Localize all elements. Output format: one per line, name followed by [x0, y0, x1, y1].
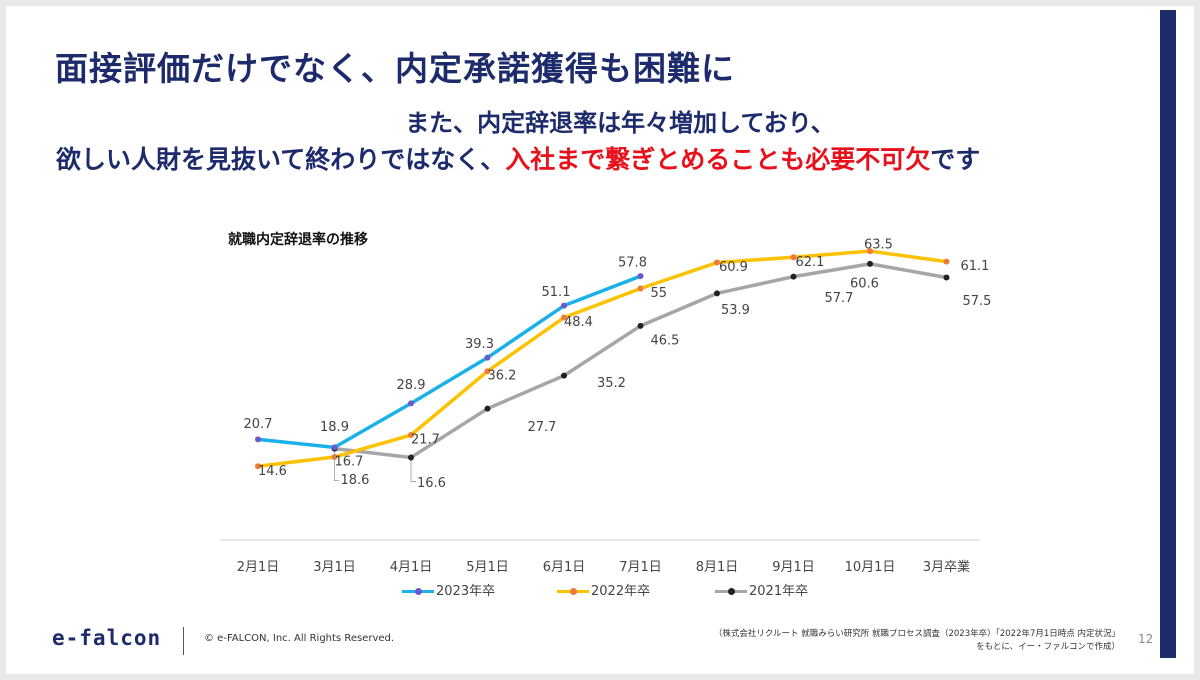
legend-marker-2021	[728, 588, 735, 595]
subtitle-highlight: 入社まで繋ぎとめることも必要不可欠	[505, 145, 931, 174]
legend-label-2023: 2023年卒	[436, 584, 496, 599]
data-label-2022: 60.9	[719, 260, 748, 275]
data-label-2021: 18.6	[341, 473, 370, 488]
data-label-2023: 18.9	[320, 420, 349, 435]
data-label-2022: 48.4	[564, 315, 593, 330]
subtitle-suffix: です	[930, 145, 981, 174]
page-title: 面接評価だけでなく、内定承諾獲得も困難に	[55, 49, 735, 88]
data-point-2021	[714, 290, 720, 297]
legend-line-2021	[715, 588, 747, 595]
x-tick-label: 7月1日	[619, 560, 662, 575]
data-point-2023	[637, 273, 644, 280]
leader-line	[410, 460, 416, 482]
data-label-2022: 36.2	[488, 369, 517, 384]
data-point-2021	[637, 322, 644, 329]
data-label-2022: 55	[651, 286, 668, 301]
data-point-2022	[484, 368, 491, 375]
data-label-2022: 14.6	[258, 464, 287, 479]
data-point-2021	[408, 454, 414, 461]
data-point-2021	[867, 260, 873, 267]
data-label-2022: 63.5	[864, 238, 893, 253]
legend-item-2022: 2022年卒	[557, 580, 650, 599]
legend-marker-2022	[570, 588, 577, 595]
subtitle-line-2: 欲しい人財を見抜いて終わりではなく、入社まで繋ぎとめることも必要不可欠です	[56, 140, 980, 176]
data-point-2023	[331, 444, 338, 451]
x-tick-label: 4月1日	[390, 560, 433, 575]
data-label-2023: 39.3	[465, 337, 494, 352]
data-point-2023	[561, 302, 567, 309]
series-line-2023	[257, 274, 642, 450]
data-label-2022: 21.7	[411, 433, 440, 448]
x-tick-label: 5月1日	[466, 560, 509, 575]
data-point-2022	[408, 432, 414, 439]
data-label-2022: 62.1	[796, 255, 825, 270]
x-tick-label: 3月卒業	[923, 559, 970, 575]
data-label-2021: 16.6	[417, 476, 446, 491]
data-label-2021: 60.6	[850, 276, 879, 291]
data-point-2021	[561, 372, 567, 379]
data-point-2022	[637, 285, 644, 292]
data-point-2023	[408, 400, 414, 407]
data-point-2022	[255, 463, 261, 470]
subtitle-line-1: また、内定辞退率は年々増加しており、	[405, 109, 835, 137]
data-label-2021: 57.5	[963, 294, 992, 309]
data-point-2021	[484, 405, 491, 412]
data-label-2023: 28.9	[397, 378, 426, 393]
data-label-2021: 46.5	[651, 333, 680, 348]
source-note: （株式会社リクルート 就職みらい研究所 就職プロセス調査（2023年卒）「202…	[714, 628, 1120, 654]
page-number: 12	[1138, 632, 1154, 646]
data-point-2021	[943, 274, 950, 281]
source-line-1: （株式会社リクルート 就職みらい研究所 就職プロセス調査（2023年卒）「202…	[713, 629, 1120, 639]
data-point-2022	[790, 254, 797, 261]
data-label-2022: 61.1	[961, 259, 990, 274]
x-tick-label: 10月1日	[845, 560, 896, 575]
leader-line	[334, 451, 340, 482]
legend-label-2021: 2021年卒	[749, 584, 809, 599]
data-point-2021	[790, 273, 797, 280]
legend-marker-2023	[415, 588, 422, 595]
series-line-2022	[257, 249, 947, 468]
data-point-2022	[714, 259, 720, 266]
data-label-2023: 57.8	[618, 256, 647, 271]
x-tick-label: 3月1日	[313, 560, 356, 575]
data-point-2022	[867, 248, 873, 255]
data-point-2023	[484, 354, 491, 361]
legend-label-2022: 2022年卒	[591, 584, 651, 599]
data-point-2023	[255, 436, 261, 443]
data-point-2022	[943, 258, 950, 265]
legend-line-2022	[557, 588, 589, 595]
data-point-2022	[561, 314, 567, 321]
copyright-text: © e-FALCON, Inc. All Rights Reserved.	[204, 633, 395, 644]
chart-title: 就職内定辞退率の推移	[228, 232, 368, 248]
data-label-2021: 53.9	[721, 303, 750, 318]
company-logo: e-falcon	[52, 626, 162, 650]
chart-legend: 2023年卒 2022年卒 2021年卒	[0, 580, 1200, 600]
data-label-2023: 51.1	[542, 285, 571, 300]
data-label-2023: 20.7	[244, 417, 273, 432]
legend-item-2023: 2023年卒	[402, 580, 495, 599]
subtitle-prefix: 欲しい人財を見抜いて終わりではなく、	[56, 145, 506, 174]
accent-bar	[1160, 10, 1176, 658]
data-label-2022: 16.7	[335, 455, 364, 470]
x-tick-label: 2月1日	[237, 560, 280, 575]
legend-line-2023	[402, 588, 434, 595]
slide	[6, 6, 1194, 674]
legend-item-2021: 2021年卒	[715, 580, 808, 599]
footer-divider	[183, 627, 184, 655]
source-line-2: をもとに、イー・ファルコンで作成）	[976, 642, 1120, 652]
x-tick-label: 9月1日	[772, 560, 815, 575]
x-tick-label: 6月1日	[543, 560, 586, 575]
data-label-2021: 27.7	[528, 420, 557, 435]
data-label-2021: 57.7	[825, 291, 854, 306]
data-label-2021: 35.2	[597, 376, 626, 391]
series-line-2021	[334, 262, 947, 460]
x-tick-label: 8月1日	[696, 560, 739, 575]
